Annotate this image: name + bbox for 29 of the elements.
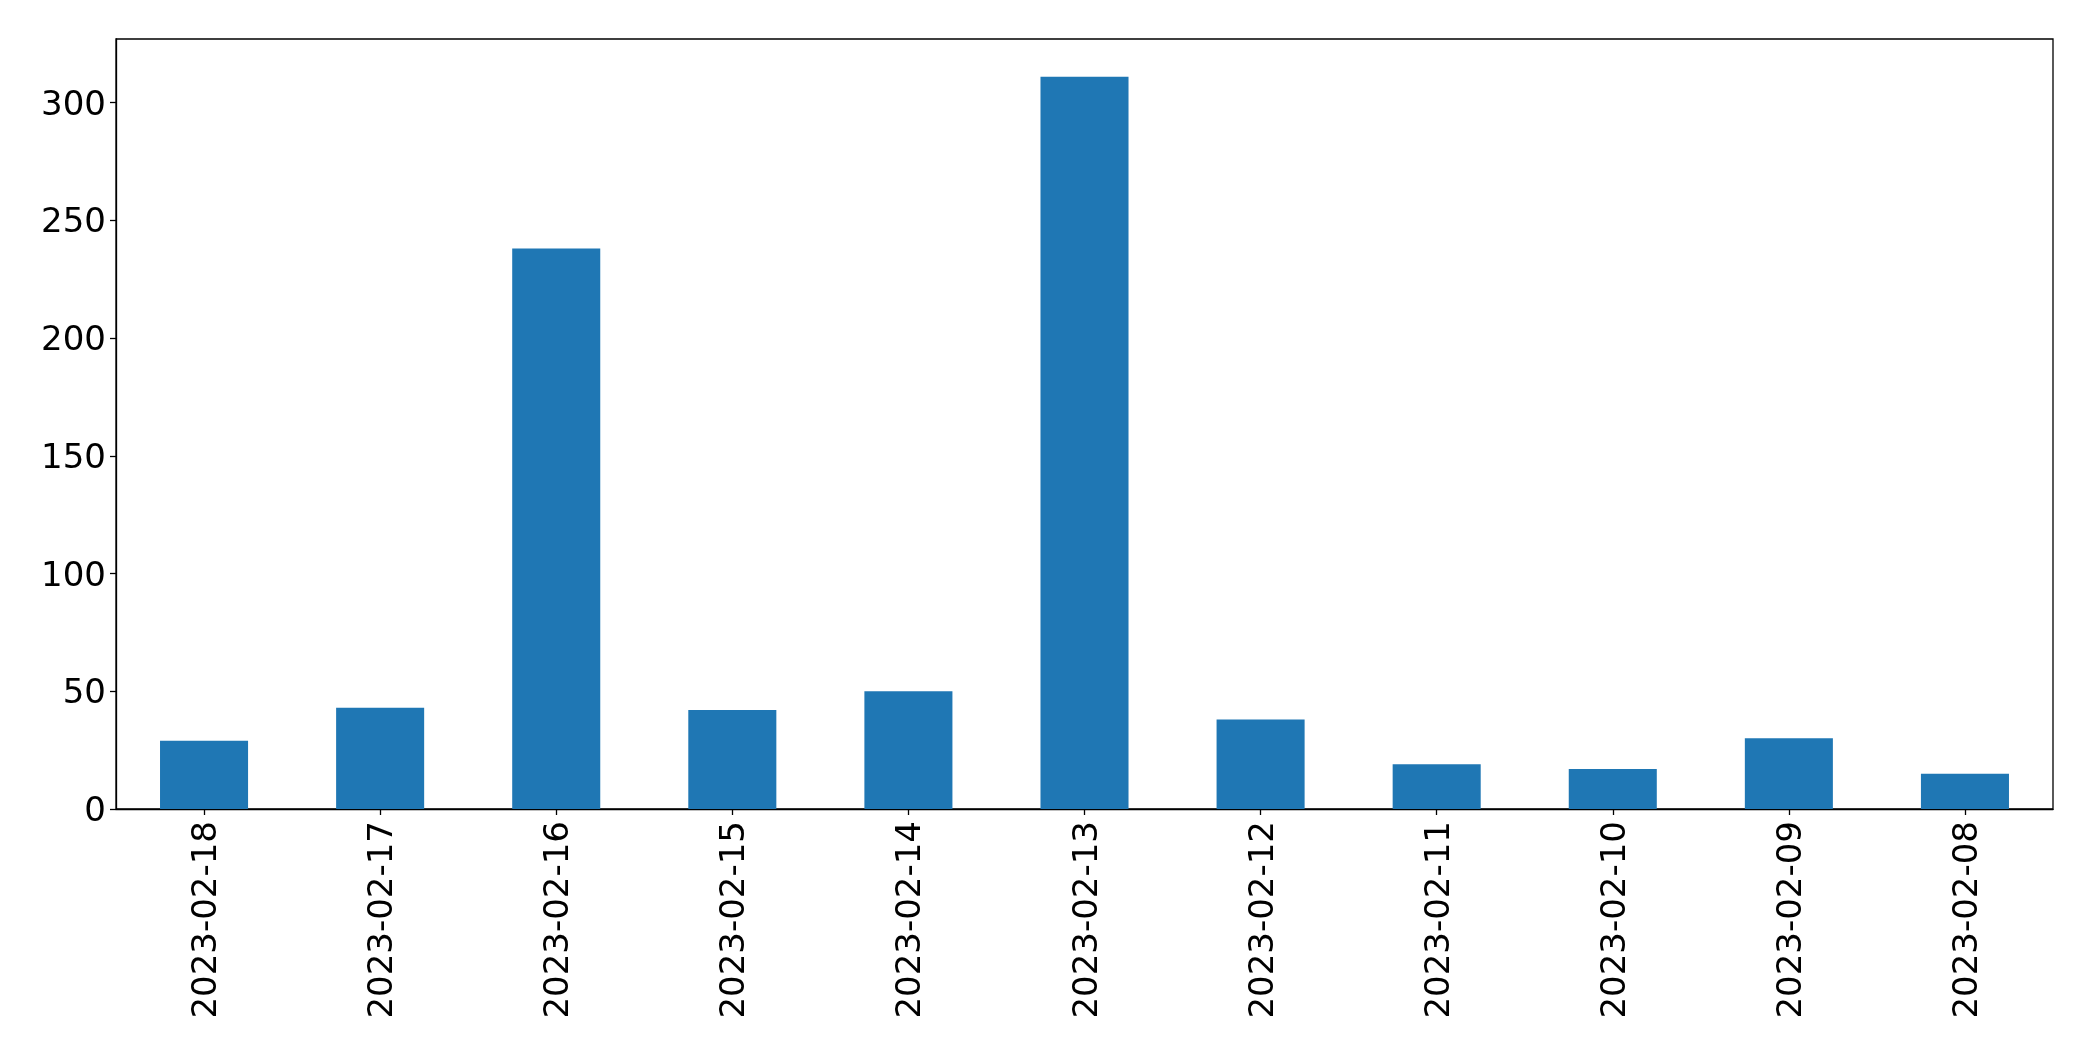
- x-tick-label: 2023-02-14: [888, 821, 929, 1019]
- y-tick-label: 200: [41, 318, 106, 359]
- y-tick-label: 50: [62, 671, 106, 712]
- y-tick-label: 300: [41, 82, 106, 123]
- bar: [1744, 738, 1833, 809]
- y-tick-label: 150: [41, 435, 106, 476]
- bar: [688, 710, 777, 809]
- bar: [1216, 719, 1305, 809]
- y-tick-label: 250: [41, 200, 106, 241]
- bar: [336, 707, 425, 809]
- x-tick-label: 2023-02-16: [536, 821, 577, 1019]
- y-tick-label: 0: [84, 789, 106, 829]
- bar: [1392, 764, 1481, 809]
- x-tick-label: 2023-02-17: [360, 821, 401, 1019]
- bar: [160, 740, 249, 809]
- x-tick-label: 2023-02-08: [1944, 821, 1985, 1019]
- bar: [1920, 773, 2009, 809]
- y-tick-label: 100: [41, 553, 106, 594]
- x-tick-label: 2023-02-11: [1416, 821, 1457, 1019]
- x-tick-label: 2023-02-10: [1592, 821, 1633, 1019]
- bar: [1040, 76, 1129, 809]
- x-tick-label: 2023-02-13: [1064, 821, 1105, 1019]
- bar: [864, 691, 953, 809]
- x-tick-label: 2023-02-15: [712, 821, 753, 1019]
- x-tick-label: 2023-02-18: [184, 821, 225, 1019]
- bar: [1568, 768, 1657, 809]
- x-tick-label: 2023-02-12: [1240, 821, 1281, 1019]
- x-tick-label: 2023-02-09: [1768, 821, 1809, 1019]
- bar: [512, 248, 601, 809]
